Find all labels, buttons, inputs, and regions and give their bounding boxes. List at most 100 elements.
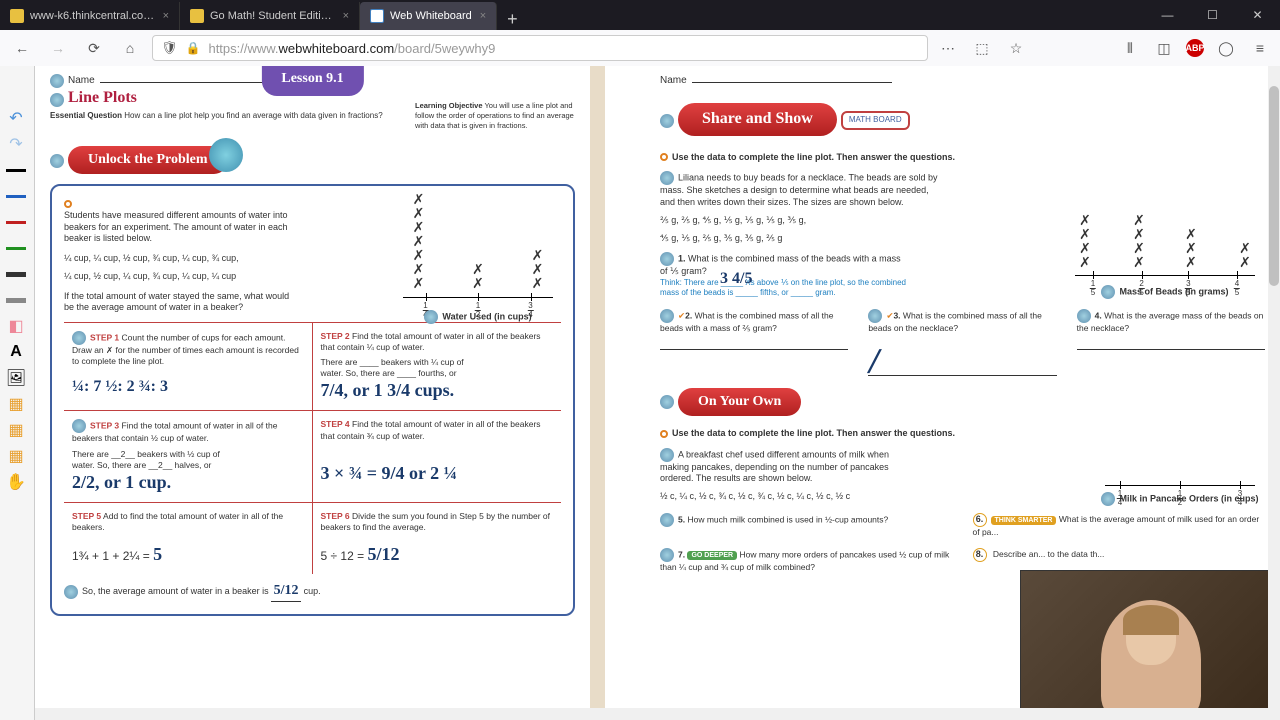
content-area: ↶ ↷ ◧ A 🖼 ▦ ▦ ▦ ✋ Lesson 9.1 Name Line P… xyxy=(0,66,1280,720)
audio-icon[interactable] xyxy=(64,585,78,599)
vertical-scrollbar[interactable] xyxy=(1268,66,1280,720)
workspace[interactable]: Lesson 9.1 Name Line Plots Essential Que… xyxy=(35,66,1280,720)
tab-favicon xyxy=(370,9,384,23)
marker-tool[interactable] xyxy=(0,262,32,286)
liliana-text: Liliana needs to buy beads for a necklac… xyxy=(660,171,940,208)
pocket-icon[interactable]: ⬚ xyxy=(970,36,994,60)
tab-gomath[interactable]: Go Math! Student Edition eBo... × xyxy=(180,2,360,30)
audio-icon[interactable] xyxy=(660,171,674,185)
audio-icon[interactable] xyxy=(424,310,438,324)
url-bar[interactable]: 🛡 🔒 https://www.webwhiteboard.com/board/… xyxy=(152,35,928,61)
audio-icon[interactable] xyxy=(1101,492,1115,506)
undo-button[interactable]: ↶ xyxy=(0,106,32,130)
library-icon[interactable]: ⫴ xyxy=(1118,36,1142,60)
audio-icon[interactable] xyxy=(50,93,64,107)
pen-black-tool[interactable] xyxy=(0,158,32,182)
pen-blue-tool[interactable] xyxy=(0,184,32,208)
new-tab-button[interactable]: + xyxy=(497,9,528,30)
tab-thinkcentral[interactable]: www-k6.thinkcentral.com/dash × xyxy=(0,2,180,30)
chef-text: A breakfast chef used different amounts … xyxy=(660,448,910,485)
think-hint: Think: There are _____ Xs above ⅕ on the… xyxy=(660,278,910,299)
abp-icon[interactable]: ABP xyxy=(1186,39,1204,57)
maximize-button[interactable]: ☐ xyxy=(1190,0,1235,30)
audio-icon[interactable] xyxy=(660,513,674,527)
audio-icon[interactable] xyxy=(660,548,674,562)
account-icon[interactable]: ◯ xyxy=(1214,36,1238,60)
pen-red-tool[interactable] xyxy=(0,210,32,234)
note2-tool[interactable]: ▦ xyxy=(0,418,32,442)
menu-dots-icon[interactable]: ⋯ xyxy=(936,36,960,60)
audio-icon[interactable] xyxy=(72,331,86,345)
browser-chrome: www-k6.thinkcentral.com/dash × Go Math! … xyxy=(0,0,1280,66)
audio-icon[interactable] xyxy=(660,448,674,462)
home-button[interactable]: ⌂ xyxy=(116,34,144,62)
questions-row: ✔2. What is the combined mass of all the… xyxy=(660,309,1265,376)
close-button[interactable]: ✕ xyxy=(1235,0,1280,30)
audio-icon[interactable] xyxy=(1077,309,1091,323)
close-icon[interactable]: × xyxy=(343,10,349,22)
tab-bar: www-k6.thinkcentral.com/dash × Go Math! … xyxy=(0,0,1280,30)
audio-icon[interactable] xyxy=(868,309,882,323)
tab-favicon xyxy=(190,9,204,23)
problem-intro: Students have measured different amounts… xyxy=(64,210,294,245)
question-3: ✔3. What is the combined mass of all the… xyxy=(868,309,1056,376)
tab-favicon xyxy=(10,9,24,23)
math-board-icon: MATH BOARD xyxy=(841,111,910,129)
bookmark-icon[interactable]: ☆ xyxy=(1004,36,1028,60)
handwritten-answer: 2/2, or 1 cup. xyxy=(72,471,304,494)
step-5: STEP 5 Add to find the total amount of w… xyxy=(64,503,313,574)
eraser-tool[interactable]: ◧ xyxy=(0,314,32,338)
whiteboard-toolbar: ↶ ↷ ◧ A 🖼 ▦ ▦ ▦ ✋ xyxy=(0,66,35,720)
audio-icon[interactable] xyxy=(1101,285,1115,299)
redo-button[interactable]: ↷ xyxy=(0,132,32,156)
horizontal-scrollbar[interactable] xyxy=(35,708,1268,720)
audio-icon[interactable] xyxy=(660,395,674,409)
pen-green-tool[interactable] xyxy=(0,236,32,260)
handwritten-answer: 3 × ¾ = 9/4 or 2 ¼ xyxy=(321,462,554,485)
tab-whiteboard[interactable]: Web Whiteboard × xyxy=(360,2,497,30)
hand-tool[interactable]: ✋ xyxy=(0,470,32,494)
audio-icon[interactable] xyxy=(50,154,64,168)
tab-title: Web Whiteboard xyxy=(390,10,472,22)
learning-objective: Learning Objective You will use a line p… xyxy=(415,101,575,130)
question-6: 6.THINK SMARTER What is the average amou… xyxy=(973,513,1266,538)
instruction: Use the data to complete the line plot. … xyxy=(660,428,1265,440)
problem-question: If the total amount of water stayed the … xyxy=(64,291,294,314)
audio-icon[interactable] xyxy=(50,74,64,88)
close-icon[interactable]: × xyxy=(163,10,169,22)
question-5: 5. How much milk combined is used in ½-c… xyxy=(660,513,953,538)
step-3: STEP 3 Find the total amount of water in… xyxy=(64,411,313,503)
note3-tool[interactable]: ▦ xyxy=(0,444,32,468)
name-label: Name xyxy=(660,74,1265,87)
text-tool[interactable]: A xyxy=(0,340,32,364)
image-tool[interactable]: 🖼 xyxy=(0,366,32,390)
menu-icon[interactable]: ≡ xyxy=(1248,36,1272,60)
audio-icon[interactable] xyxy=(660,309,674,323)
url-text: https://www.webwhiteboard.com/board/5wey… xyxy=(208,41,495,56)
unlock-banner: Unlock the Problem xyxy=(68,146,228,174)
close-icon[interactable]: × xyxy=(480,10,486,22)
window-controls: — ☐ ✕ xyxy=(1145,0,1280,30)
question-1: 1. What is the combined mass of the bead… xyxy=(660,252,910,298)
audio-icon[interactable] xyxy=(72,419,86,433)
plot-title: Mass of Beads (in grams) xyxy=(1065,285,1265,299)
audio-icon[interactable] xyxy=(660,114,674,128)
line-plot-milk: 14 12 34 Milk in Pancake Orders (in cups… xyxy=(1095,448,1265,508)
back-button[interactable]: ← xyxy=(8,34,36,62)
webcam-overlay xyxy=(1020,570,1280,720)
on-your-own-banner: On Your Own xyxy=(678,388,801,416)
minimize-button[interactable]: — xyxy=(1145,0,1190,30)
plot-title: Milk in Pancake Orders (in cups) xyxy=(1095,492,1265,506)
textbook-page-left: Lesson 9.1 Name Line Plots Essential Que… xyxy=(35,66,605,720)
handwritten-answer: ¼: 7 ½: 2 ¾: 3 xyxy=(72,377,304,398)
instruction: Use the data to complete the line plot. … xyxy=(660,152,1265,164)
step-1: STEP 1 Count the number of cups for each… xyxy=(64,323,313,412)
note-tool[interactable]: ▦ xyxy=(0,392,32,416)
sidebar-icon[interactable]: ◫ xyxy=(1152,36,1176,60)
forward-button[interactable]: → xyxy=(44,34,72,62)
reload-button[interactable]: ⟳ xyxy=(80,34,108,62)
audio-icon[interactable] xyxy=(660,252,674,266)
highlighter-tool[interactable] xyxy=(0,288,32,312)
line-plot-water: 14 12 34 ✗✗✗✗✗✗✗ ✗✗ ✗✗✗ Water Used (in c… xyxy=(393,166,563,326)
problem-box: 14 12 34 ✗✗✗✗✗✗✗ ✗✗ ✗✗✗ Water Used (in c… xyxy=(50,184,575,615)
